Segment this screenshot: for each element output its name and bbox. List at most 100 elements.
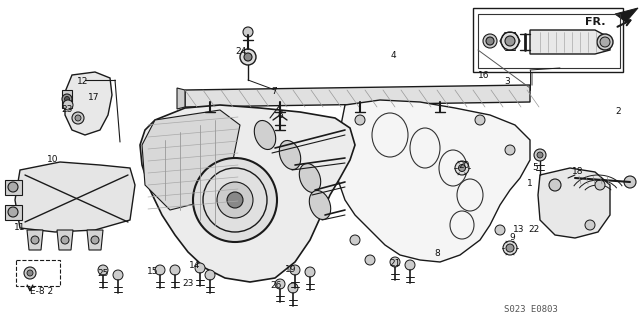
Circle shape [273,113,287,127]
Circle shape [98,265,108,275]
Circle shape [155,265,165,275]
Text: E-8 2: E-8 2 [31,286,54,295]
Text: 22: 22 [529,225,540,234]
Polygon shape [27,230,43,250]
Circle shape [503,241,517,255]
Circle shape [506,244,514,252]
Circle shape [537,152,543,158]
Polygon shape [87,230,103,250]
Text: 7: 7 [271,87,277,97]
Circle shape [290,265,300,275]
Circle shape [483,34,497,48]
Circle shape [505,145,515,155]
Text: 20: 20 [458,161,470,170]
Text: 3: 3 [504,78,510,86]
Circle shape [501,32,519,50]
Circle shape [61,236,69,244]
Circle shape [600,37,610,47]
Polygon shape [5,205,22,220]
Circle shape [75,115,81,121]
Circle shape [63,100,73,110]
Polygon shape [15,162,135,232]
Circle shape [205,270,215,280]
Circle shape [595,180,605,190]
Text: 23: 23 [61,106,73,115]
Text: 17: 17 [88,93,100,101]
Circle shape [62,94,72,104]
Circle shape [288,283,298,293]
Text: 14: 14 [189,261,201,270]
Text: 12: 12 [77,78,89,86]
Circle shape [277,117,283,123]
Polygon shape [142,110,240,210]
Circle shape [27,270,33,276]
Circle shape [72,112,84,124]
Text: 15: 15 [147,268,159,277]
Polygon shape [177,88,185,109]
Circle shape [305,267,315,277]
Polygon shape [615,8,638,22]
Polygon shape [62,90,72,108]
Circle shape [227,192,243,208]
Text: 4: 4 [390,50,396,60]
Circle shape [390,257,400,267]
Circle shape [24,267,36,279]
Polygon shape [5,180,22,195]
Text: 1: 1 [527,179,533,188]
Circle shape [8,182,18,192]
Text: 6: 6 [277,110,283,120]
Circle shape [458,165,465,172]
Text: 2: 2 [615,108,621,116]
Circle shape [243,27,253,37]
Text: S023 E0803: S023 E0803 [504,305,557,314]
Circle shape [624,176,636,188]
Text: FR.: FR. [585,17,605,27]
Circle shape [170,265,180,275]
Ellipse shape [279,140,301,169]
Circle shape [31,236,39,244]
Circle shape [113,270,123,280]
Text: 13: 13 [513,225,525,234]
Polygon shape [530,30,610,54]
Circle shape [65,97,70,101]
Circle shape [193,158,277,242]
Text: 25: 25 [97,269,109,278]
Text: 16: 16 [478,71,490,80]
Text: 19: 19 [285,265,297,275]
Circle shape [240,49,256,65]
Circle shape [495,225,505,235]
Circle shape [244,53,252,61]
Text: 24: 24 [236,48,246,56]
Circle shape [8,207,18,217]
Circle shape [365,255,375,265]
Circle shape [549,179,561,191]
Text: 26: 26 [270,280,282,290]
Ellipse shape [254,121,276,150]
Circle shape [350,235,360,245]
Circle shape [405,260,415,270]
Text: 9: 9 [509,234,515,242]
Polygon shape [57,230,73,250]
Circle shape [217,182,253,218]
Polygon shape [140,105,355,282]
Circle shape [475,115,485,125]
Polygon shape [338,100,530,262]
Text: 8: 8 [434,249,440,258]
Text: 5: 5 [532,164,538,173]
Polygon shape [185,85,530,107]
Circle shape [486,37,494,45]
Polygon shape [65,72,112,135]
Circle shape [355,115,365,125]
Circle shape [534,149,546,161]
Circle shape [275,279,285,289]
Text: 11: 11 [14,224,26,233]
Text: 23: 23 [182,278,194,287]
Circle shape [195,263,205,273]
Text: 18: 18 [572,167,584,176]
Circle shape [505,36,515,46]
Circle shape [597,34,613,50]
Text: 10: 10 [47,155,59,165]
Circle shape [455,161,469,175]
Ellipse shape [309,190,331,219]
Circle shape [91,236,99,244]
